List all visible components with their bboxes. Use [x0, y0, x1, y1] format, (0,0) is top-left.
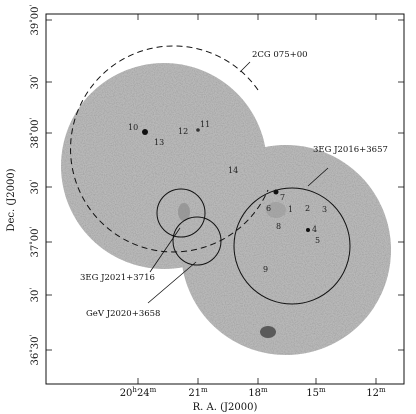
- dark-blob: [266, 202, 286, 218]
- source-label-13: 13: [154, 138, 164, 147]
- y-axis-title: Dec. (J2000): [6, 168, 17, 231]
- y-tick-label: 30': [29, 180, 41, 195]
- source-dot: [306, 228, 310, 232]
- x-axis-title: R. A. (J2000): [193, 402, 258, 413]
- source-label-11: 11: [200, 120, 210, 129]
- annotation-2cg: 2CG 075+00: [252, 50, 308, 60]
- source-label-7: 7: [280, 193, 285, 202]
- x-tick-label: 15m: [306, 386, 326, 399]
- y-tick-label: 30': [29, 288, 41, 303]
- axis-ticks: [46, 14, 404, 384]
- x-tick-labels: 20h24m 21m 18m 15m 12m: [120, 386, 386, 399]
- source-dot: [142, 129, 148, 135]
- annotations: 2CG 075+00 3EG J2016+3657 3EG J2021+3716…: [80, 50, 388, 319]
- source-label-6: 6: [266, 204, 271, 213]
- source-label-10: 10: [128, 123, 138, 132]
- 3eg-j2016-circle: [233, 187, 351, 305]
- annotation-gev-j2020: GeV J2020+3658: [86, 309, 160, 319]
- source-dot: [273, 189, 279, 195]
- leader-3eg16: [307, 167, 329, 187]
- annotation-3eg-j2021: 3EG J2021+3716: [80, 273, 155, 283]
- source-dot: [196, 128, 200, 132]
- x-tick-label: 21m: [188, 386, 208, 399]
- leader-3eg21: [149, 227, 181, 273]
- dark-blob: [260, 326, 276, 338]
- gev-j2020-circle: [172, 216, 222, 266]
- 3eg-j2021-circle: [156, 188, 206, 238]
- source-label-3: 3: [322, 205, 327, 214]
- source-label-2: 2: [305, 204, 310, 213]
- y-tick-label: 38°00': [29, 117, 41, 148]
- 2cg-dashed-circle: [70, 45, 269, 253]
- y-tick-label: 30': [29, 75, 41, 90]
- x-tick-label: 18m: [248, 386, 268, 399]
- source-label-5: 5: [315, 236, 320, 245]
- leader-2cg: [239, 61, 251, 73]
- y-tick-label: 39°00': [29, 4, 41, 35]
- source-label-4: 4: [312, 225, 317, 234]
- dark-blob: [178, 203, 190, 221]
- error-circles: [70, 45, 351, 305]
- source-label-14: 14: [228, 166, 238, 175]
- sources: 1 2 3 4 5 6 7 8 9 10 11 12 13 14: [128, 120, 327, 274]
- x-tick-label: 20h24m: [120, 386, 157, 399]
- y-tick-labels: 39°00' 30' 38°00' 30' 37°00' 30' 36°30': [29, 4, 41, 365]
- leader-lines: [147, 61, 329, 304]
- source-label-12: 12: [178, 127, 188, 136]
- source-label-1: 1: [288, 205, 293, 214]
- source-label-9: 9: [263, 265, 268, 274]
- y-tick-label: 37°00': [29, 226, 41, 257]
- y-tick-label: 36°30': [29, 334, 41, 365]
- annotation-3eg-j2016: 3EG J2016+3657: [313, 145, 388, 155]
- x-tick-label: 12m: [366, 386, 386, 399]
- leader-gev: [147, 261, 197, 304]
- source-label-8: 8: [276, 222, 281, 231]
